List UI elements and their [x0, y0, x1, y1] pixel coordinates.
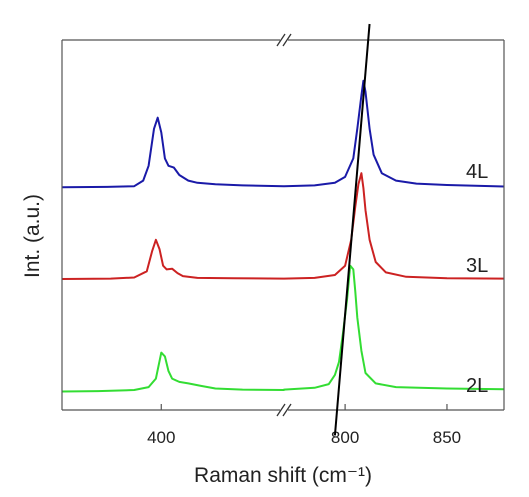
peak-shift-trend-line [333, 23, 371, 436]
series-labels: 4L 3L 2L [466, 161, 488, 397]
series-line-4l [61, 79, 505, 189]
axis-break-marks [276, 33, 292, 417]
series-label-3l: 3L [466, 255, 488, 277]
y-axis-title: Int. (a.u.) [21, 194, 44, 278]
x-tick-label: 800 [331, 428, 359, 447]
x-tick-label: 850 [433, 428, 461, 447]
series-label-4l: 4L [466, 161, 488, 183]
series-label-2l: 2L [466, 375, 488, 397]
axis-break-mark [276, 33, 286, 47]
ticks-layer: 400 800 850 [147, 404, 461, 447]
axis-break-mark [276, 403, 286, 417]
curves-layer [61, 79, 505, 393]
x-tick-label: 400 [147, 428, 175, 447]
axis-break-mark [282, 33, 292, 47]
series-line-3l [61, 172, 505, 280]
x-axis-title: Raman shift (cm⁻¹) [194, 464, 372, 487]
series-line-2l [61, 264, 505, 393]
axis-break-mark [282, 403, 292, 417]
plot-frame [61, 39, 505, 411]
